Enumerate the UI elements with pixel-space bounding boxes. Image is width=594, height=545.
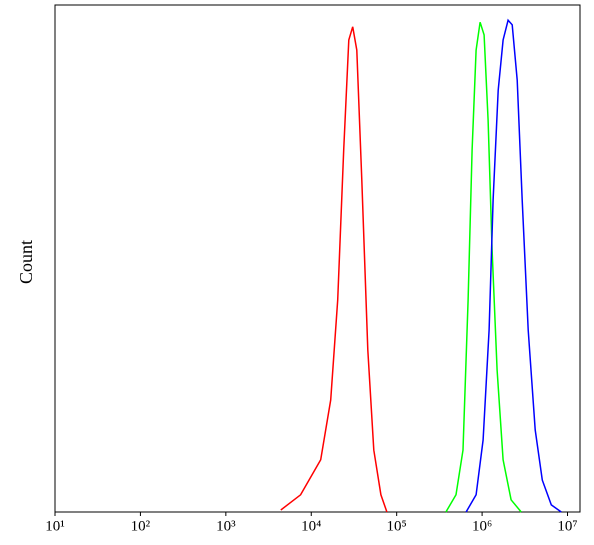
histogram-line xyxy=(280,26,388,513)
y-axis-label: Count xyxy=(16,240,36,284)
x-tick-label: 10¹ xyxy=(45,518,65,534)
plot-frame xyxy=(54,4,581,513)
x-tick-label: 10⁵ xyxy=(387,518,407,534)
histogram-line xyxy=(445,21,522,513)
x-tick-label: 10⁴ xyxy=(301,518,321,534)
x-tick-label: 10⁶ xyxy=(472,518,492,534)
x-tick-label: 10² xyxy=(131,518,151,534)
x-tick-label: 10³ xyxy=(216,518,236,534)
histogram-line xyxy=(465,18,562,513)
x-tick-label: 10⁷ xyxy=(557,518,577,534)
